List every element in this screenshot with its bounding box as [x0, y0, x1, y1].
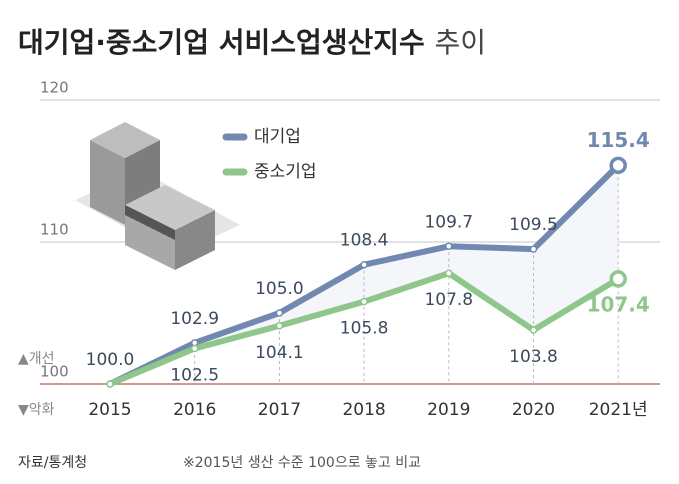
data-label: 104.1	[255, 343, 304, 363]
x-tick-label: 2021년	[589, 400, 648, 420]
data-label: 103.8	[509, 347, 558, 367]
annotation: ▼악화	[18, 402, 55, 418]
data-point	[609, 270, 627, 288]
title-main: 대기업·중소기업 서비스업생산지수	[18, 26, 425, 59]
data-point	[275, 309, 284, 317]
data-label: 100.0	[86, 350, 135, 370]
data-label: 105.0	[255, 279, 304, 299]
annotation: ▲개선	[18, 351, 55, 367]
x-tick-label: 2017	[258, 400, 301, 420]
x-tick-label: 2015	[88, 400, 131, 420]
y-tick-label: 120	[40, 79, 69, 97]
data-label: 108.4	[340, 231, 389, 251]
data-label: 109.7	[424, 212, 473, 232]
data-point	[609, 156, 627, 175]
x-tick-label: 2020	[512, 400, 555, 420]
y-tick-label: 100	[40, 363, 69, 381]
y-tick-label: 110	[40, 221, 69, 239]
data-point	[529, 326, 538, 334]
data-point	[275, 322, 284, 330]
note: ※2015년 생산 수준 100으로 놓고 비교	[183, 455, 421, 471]
legend-label: 중소기업	[254, 162, 317, 182]
title-suffix: 추이	[435, 26, 487, 59]
legend-label: 대기업	[254, 127, 301, 147]
data-label: 105.8	[340, 319, 389, 339]
data-point	[445, 242, 453, 251]
data-label: 107.4	[587, 292, 650, 316]
building-icon	[75, 122, 240, 270]
x-tick-label: 2019	[427, 400, 470, 420]
data-label: 102.5	[170, 366, 219, 386]
data-point	[360, 260, 368, 269]
source: 자료/통계청	[18, 455, 87, 471]
data-point	[190, 344, 199, 353]
data-label: 102.9	[170, 309, 219, 329]
data-point	[529, 245, 538, 253]
data-point	[106, 380, 114, 388]
data-label: 109.5	[509, 215, 558, 235]
data-label: 107.8	[424, 290, 473, 310]
data-point	[445, 269, 453, 277]
x-tick-label: 2016	[173, 400, 216, 420]
chart-title: 대기업·중소기업 서비스업생산지수 추이	[18, 26, 486, 59]
data-point	[360, 297, 368, 306]
x-tick-label: 2018	[342, 400, 385, 420]
data-label: 115.4	[587, 128, 650, 152]
